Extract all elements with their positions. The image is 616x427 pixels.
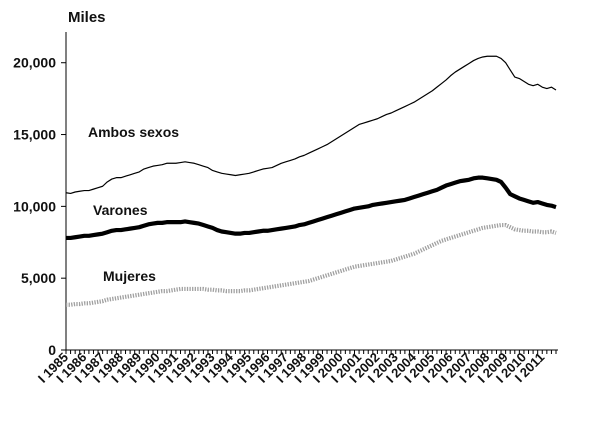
y-tick-label: 20,000 xyxy=(13,55,56,71)
y-tick-label: 15,000 xyxy=(13,127,56,143)
y-tick-label: 5,000 xyxy=(21,270,56,286)
series-label: Ambos sexos xyxy=(88,124,179,140)
y-tick-label: 10,000 xyxy=(13,198,56,214)
series-lines xyxy=(65,55,557,307)
y-tick-label: 0 xyxy=(48,342,56,358)
series-line-ambos-sexos xyxy=(65,55,557,195)
series-label: Mujeres xyxy=(103,268,156,284)
series-labels: Ambos sexos Varones Mujeres xyxy=(88,124,179,284)
series-line-mujeres xyxy=(66,222,557,307)
series-label: Varones xyxy=(93,202,148,218)
y-unit-label: Miles xyxy=(68,9,106,26)
series-line-varones xyxy=(66,175,557,241)
